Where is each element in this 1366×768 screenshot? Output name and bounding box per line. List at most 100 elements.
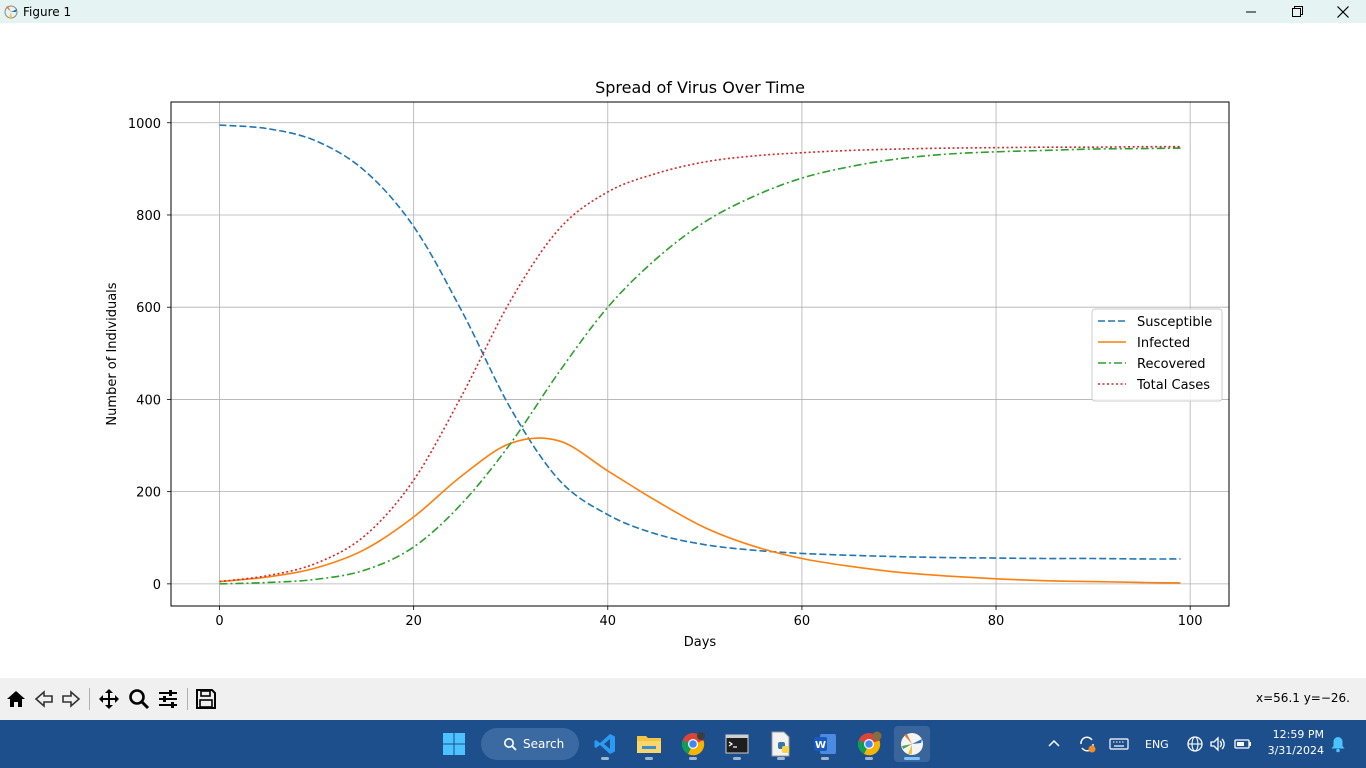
x-tick-label: 0 (215, 614, 223, 629)
folder-icon (637, 736, 661, 753)
chrome-icon (857, 731, 882, 756)
taskbar-search[interactable]: Search (481, 728, 579, 760)
clock[interactable]: 12:59 PM 3/31/2024 (1268, 727, 1324, 759)
restore-icon (1291, 6, 1303, 17)
sync-icon (1080, 736, 1096, 753)
show-hidden-icons-button[interactable] (1046, 736, 1062, 756)
battery-status[interactable] (1234, 735, 1252, 757)
taskbar-vscode[interactable] (587, 726, 623, 762)
minimize-icon (1246, 11, 1256, 12)
figure-canvas[interactable]: 0 20 40 60 80 100 0 200 400 600 800 1000 Spread of … (0, 23, 1366, 678)
clock-time: 12:59 PM (1272, 728, 1324, 741)
sync-status[interactable] (1077, 734, 1097, 758)
home-button[interactable] (3, 686, 29, 712)
matplotlib-app-icon (2, 3, 20, 21)
y-tick-label: 200 (136, 486, 161, 501)
close-button[interactable] (1320, 0, 1366, 23)
start-button[interactable] (436, 726, 472, 762)
forward-button[interactable] (58, 686, 84, 712)
matplotlib-toolbar: x=56.1 y=−26. (0, 678, 1366, 720)
toolbar-separator (89, 688, 90, 710)
forward-icon (62, 690, 81, 708)
pan-button[interactable] (96, 686, 122, 712)
series-line-susceptible (219, 124, 1181, 560)
taskbar-matplotlib-figure[interactable] (894, 726, 930, 762)
taskbar-python-files[interactable] (763, 726, 799, 762)
search-icon (504, 738, 517, 751)
running-indicator (733, 757, 741, 760)
window-titlebar: Figure 1 (0, 0, 1366, 23)
y-tick-label: 0 (153, 578, 161, 593)
y-tick-label: 1000 (128, 117, 161, 132)
x-tick-label: 80 (988, 614, 1005, 629)
configure-subplots-button[interactable] (155, 686, 181, 712)
zoom-button[interactable] (126, 686, 152, 712)
save-button[interactable] (193, 686, 219, 712)
save-icon (196, 689, 216, 709)
legend-label: Total Cases (1136, 378, 1210, 393)
back-button[interactable] (31, 686, 57, 712)
taskbar-chrome[interactable] (675, 726, 711, 762)
running-indicator (689, 757, 697, 760)
x-tick-label: 100 (1178, 614, 1203, 629)
chart-title: Spread of Virus Over Time (595, 78, 805, 97)
vscode-icon (594, 734, 615, 754)
toolbar-separator (187, 688, 188, 710)
y-tick-label: 600 (136, 301, 161, 316)
home-icon (7, 691, 25, 707)
x-tick-label: 20 (405, 614, 422, 629)
close-icon (1337, 5, 1349, 18)
maximize-button[interactable] (1274, 0, 1320, 23)
x-tick-label: 40 (600, 614, 617, 629)
language-indicator[interactable]: ENG (1145, 738, 1169, 751)
running-indicator (601, 757, 609, 760)
chrome-icon (681, 732, 705, 756)
notifications-button[interactable] (1330, 735, 1346, 757)
taskbar-file-explorer[interactable] (631, 726, 667, 762)
y-axis-label: Number of Individuals (105, 282, 120, 425)
terminal-icon (725, 734, 749, 754)
python-file-icon (771, 731, 790, 757)
minimize-button[interactable] (1228, 0, 1274, 23)
series-line-recovered (219, 147, 1181, 585)
network-status[interactable] (1186, 735, 1204, 757)
window-title: Figure 1 (23, 4, 72, 19)
chevron-up-icon (1048, 739, 1060, 747)
volume-control[interactable] (1209, 735, 1227, 757)
x-axis-label: Days (684, 635, 717, 650)
plot-frame (170, 101, 1230, 607)
series-line-total-cases (219, 145, 1181, 583)
windows-logo-icon (443, 733, 465, 755)
x-tick-label: 60 (794, 614, 811, 629)
bell-icon (1331, 737, 1345, 753)
legend-label: Infected (1137, 336, 1190, 351)
search-label: Search (523, 737, 565, 751)
active-indicator (904, 757, 920, 760)
globe-icon (1187, 736, 1203, 752)
taskbar-terminal[interactable] (719, 726, 755, 762)
series-line-infected (219, 437, 1181, 584)
matplotlib-app-icon (901, 733, 923, 755)
zoom-icon (129, 689, 150, 710)
speaker-icon (1210, 736, 1225, 752)
legend: Susceptible Infected Recovered Total Cases (1091, 308, 1223, 402)
y-tick-label: 800 (136, 209, 161, 224)
taskbar-word[interactable]: W (807, 726, 843, 762)
configure-icon (159, 690, 177, 708)
taskbar-chrome-profile[interactable] (851, 726, 887, 762)
running-indicator (777, 757, 785, 760)
word-icon: W (814, 734, 836, 754)
keyboard-indicator[interactable] (1109, 736, 1129, 756)
cursor-coordinates: x=56.1 y=−26. (1256, 691, 1350, 705)
running-indicator (645, 757, 653, 760)
legend-label: Recovered (1137, 357, 1206, 372)
battery-icon (1234, 739, 1251, 749)
back-icon (34, 690, 53, 708)
running-indicator (821, 757, 829, 760)
clock-date: 3/31/2024 (1267, 744, 1324, 757)
keyboard-icon (1109, 738, 1129, 750)
legend-label: Susceptible (1137, 315, 1212, 330)
pan-icon (99, 689, 119, 709)
svg-text:W: W (815, 740, 826, 751)
